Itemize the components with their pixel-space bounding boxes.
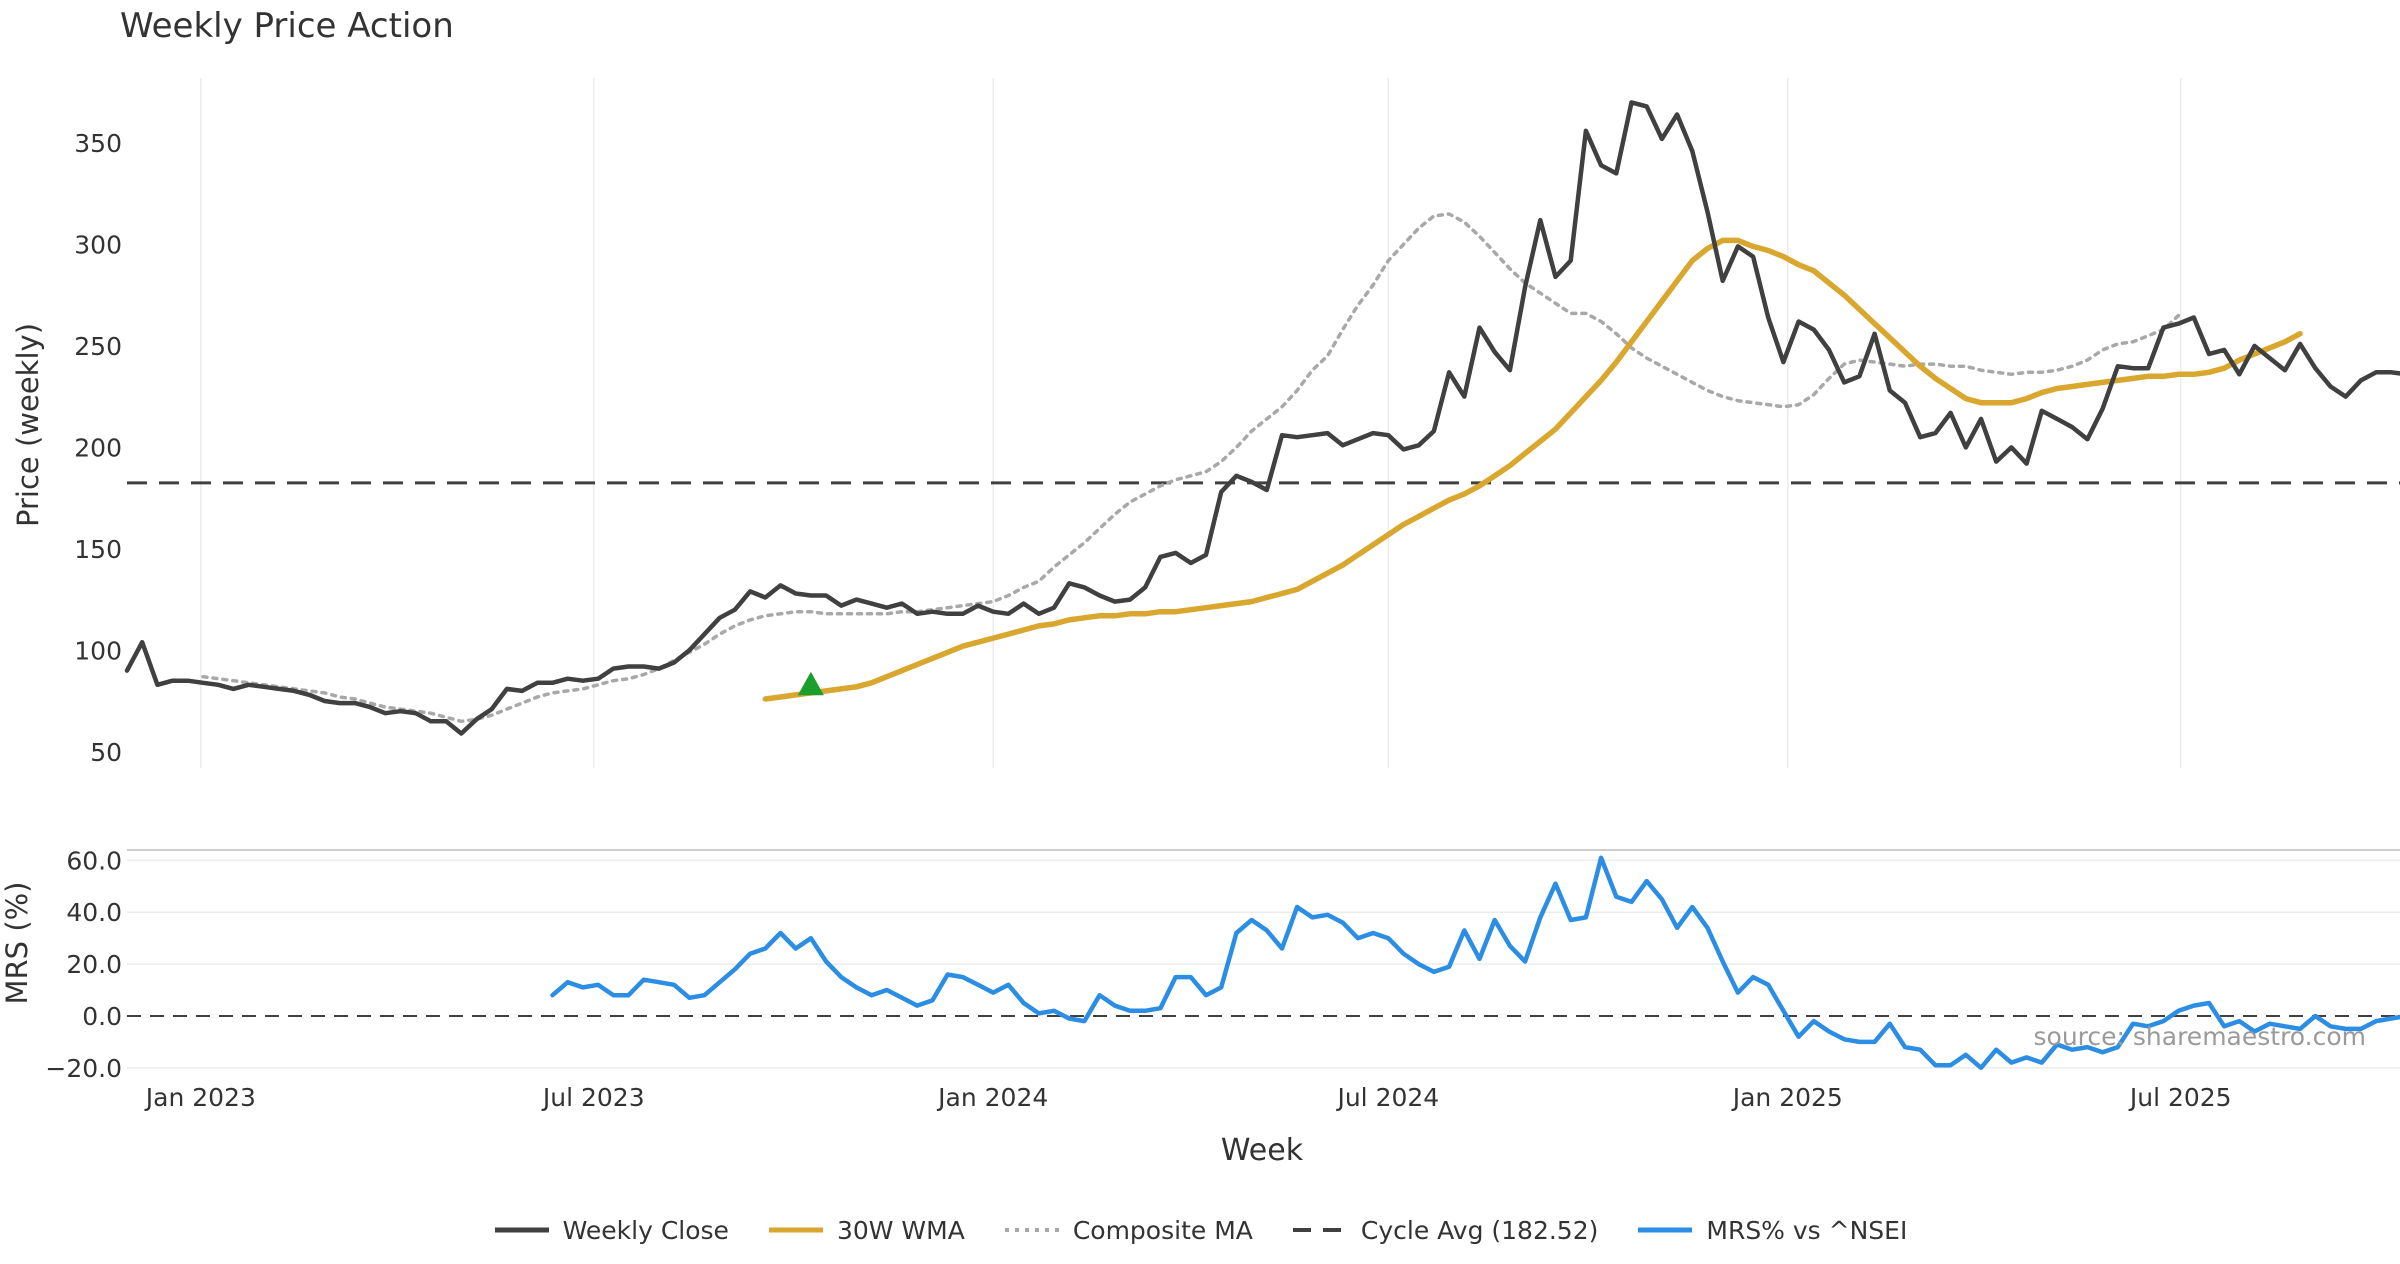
price-y-tick-label: 250 (74, 332, 122, 361)
legend-item-mrs: MRS% vs ^NSEI (1636, 1216, 1907, 1245)
legend-label: Cycle Avg (182.52) (1361, 1216, 1599, 1245)
legend-label: 30W WMA (837, 1216, 965, 1245)
chart-legend: Weekly Close 30W WMA Composite MA Cycle … (0, 1210, 2400, 1250)
price-y-tick-label: 300 (74, 230, 122, 259)
mrs-y-tick-label: 40.0 (66, 898, 122, 927)
x-tick-label: Jul 2024 (1335, 1083, 1439, 1112)
chart-title: Weekly Price Action (120, 6, 454, 46)
price-y-ticks: 50 100 150 200 250 300 350 (74, 129, 122, 767)
price-y-tick-label: 350 (74, 129, 122, 158)
mrs-y-tick-label: 60.0 (66, 846, 122, 875)
legend-swatch-weekly-close (493, 1224, 551, 1236)
legend-label: Composite MA (1073, 1216, 1253, 1245)
mrs-y-tick-label: 0.0 (82, 1002, 122, 1031)
price-markers (798, 260, 2400, 695)
price-y-tick-label: 200 (74, 433, 122, 462)
x-tick-label: Jul 2025 (2128, 1083, 2232, 1112)
legend-label: Weekly Close (563, 1216, 729, 1245)
legend-swatch-composite-ma (1003, 1224, 1061, 1236)
mrs-y-tick-label: −20.0 (45, 1054, 122, 1083)
composite-ma-line (203, 214, 2179, 721)
mrs-y-axis-label: MRS (%) (0, 882, 34, 1005)
source-watermark: source: sharemaestro.com (2034, 1022, 2367, 1051)
x-tick-label: Jan 2024 (936, 1083, 1048, 1112)
legend-item-composite-ma: Composite MA (1003, 1216, 1253, 1245)
legend-swatch-30w-wma (767, 1224, 825, 1236)
buy-signal-marker (798, 672, 824, 695)
x-tick-label: Jul 2023 (541, 1083, 645, 1112)
x-tick-label: Jan 2025 (1731, 1083, 1843, 1112)
legend-item-30w-wma: 30W WMA (767, 1216, 965, 1245)
mrs-y-ticks: −20.0 0.0 20.0 40.0 60.0 (45, 846, 122, 1082)
x-ticks: Jan 2023 Jul 2023 Jan 2024 Jul 2024 Jan 2025… (144, 1083, 2232, 1112)
price-grid (201, 78, 2181, 768)
mrs-y-tick-label: 20.0 (66, 950, 122, 979)
wma-30w-line (765, 240, 2300, 699)
price-y-tick-label: 150 (74, 535, 122, 564)
legend-item-weekly-close: Weekly Close (493, 1216, 729, 1245)
legend-swatch-cycle-avg (1291, 1224, 1349, 1236)
x-tick-label: Jan 2023 (144, 1083, 256, 1112)
price-y-axis-label: Price (weekly) (11, 323, 45, 527)
price-series (127, 102, 2400, 733)
legend-item-cycle-avg: Cycle Avg (182.52) (1291, 1216, 1599, 1245)
legend-label: MRS% vs ^NSEI (1706, 1216, 1907, 1245)
price-y-tick-label: 100 (74, 636, 122, 665)
x-axis-label: Week (1221, 1133, 1304, 1168)
legend-swatch-mrs (1636, 1224, 1694, 1236)
price-y-tick-label: 50 (90, 738, 122, 767)
weekly-close-line (127, 102, 2400, 733)
